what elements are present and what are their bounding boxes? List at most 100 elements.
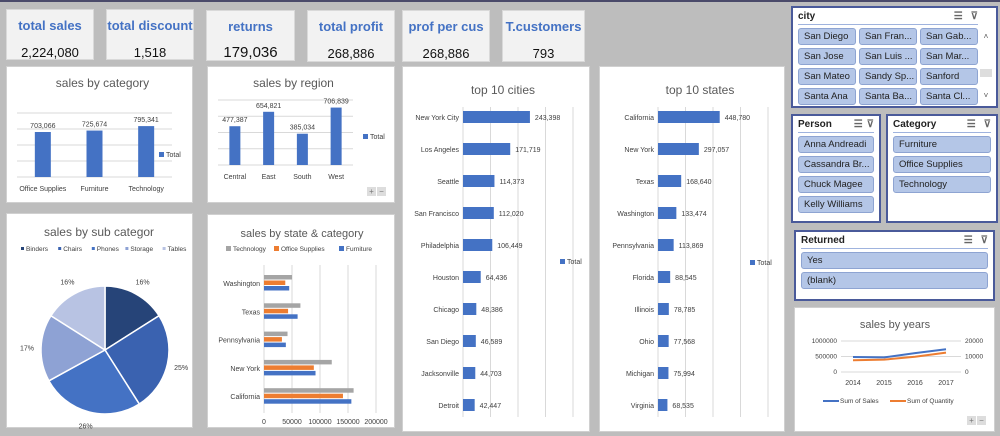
legend-marker (58, 247, 62, 250)
slicer-city: city ☰ ⊽ San Diego San Fran... San Gab... San… (791, 6, 998, 108)
zoom-buttons[interactable]: + − (367, 187, 386, 196)
clear-filter-icon[interactable]: ⊽ (970, 11, 978, 22)
axis-tick-label: San Diego (426, 339, 459, 346)
slicer-item[interactable]: San Mateo (798, 68, 856, 85)
chart-sales-by-state-category[interactable]: sales by state & category Technology Offic… (207, 214, 395, 428)
slicer-item[interactable]: San Jose (798, 48, 856, 65)
kpi-title: total discount (107, 18, 193, 33)
series-line (852, 348, 947, 359)
legend-marker (560, 259, 565, 264)
slicer-item[interactable]: Sanford (920, 68, 978, 85)
slicer-title: Category (893, 119, 937, 130)
slicer-item[interactable]: Office Supplies (893, 156, 991, 173)
axis-tick-label: Michigan (626, 371, 654, 378)
multi-select-icon[interactable]: ☰ (953, 11, 963, 22)
slicer-category: Category ☰ ⊽ Furniture Office Supplies Techn… (886, 114, 998, 223)
axis-tick-label: Central (224, 174, 247, 181)
slicer-item[interactable]: San Fran... (859, 28, 917, 45)
bar (264, 365, 314, 370)
chart-title: sales by region (253, 76, 334, 90)
axis-tick-label: 200000 (364, 419, 387, 426)
bar (463, 335, 476, 347)
slicer-item[interactable]: San Diego (798, 28, 856, 45)
chart-sales-by-years[interactable]: sales by years 1000000 20000 500000 10000 0 0 2… (794, 307, 995, 432)
multi-select-icon[interactable]: ☰ (966, 119, 976, 130)
data-label: 113,869 (679, 243, 704, 250)
slicer-item[interactable]: Anna Andreadi (798, 136, 874, 153)
axis-tick-label: West (328, 174, 344, 181)
clear-filter-icon[interactable]: ⊽ (866, 119, 874, 130)
slicer-item[interactable]: Kelly Williams (798, 196, 874, 213)
legend-label: Phones (97, 246, 120, 253)
slicer-item[interactable]: San Mar... (920, 48, 978, 65)
scrollbar[interactable]: ˄ ˅ (980, 32, 992, 104)
kpi-profit-per-customer: prof per cus 268,886 (402, 10, 490, 62)
chart-title: top 10 cities (471, 83, 535, 97)
data-label: 725,674 (82, 122, 107, 129)
slicer-item[interactable]: Santa Ana (798, 88, 856, 105)
slicer-title: Person (798, 119, 832, 130)
slicer-item[interactable]: Santa Ba... (859, 88, 917, 105)
kpi-title: prof per cus (408, 19, 484, 34)
axis-tick-label: 2017 (938, 380, 954, 387)
bar (463, 111, 530, 123)
slicer-item[interactable]: Cassandra Br... (798, 156, 874, 173)
kpi-value: 1,518 (133, 45, 167, 60)
data-label: 25% (174, 365, 188, 372)
chart-sales-by-region[interactable]: sales by region 477,387 Central 654,821 East… (207, 66, 395, 203)
data-label: 78,785 (674, 307, 696, 314)
axis-tick-label: Los Angeles (421, 147, 460, 154)
chart-sales-by-category[interactable]: sales by category 703,066 Office Supplies 7… (6, 66, 193, 203)
kpi-title: T.customers (505, 19, 582, 34)
kpi-value: 268,886 (327, 46, 375, 61)
slicer-item[interactable]: San Gab... (920, 28, 978, 45)
data-label: 654,821 (256, 103, 281, 110)
bar (264, 399, 352, 404)
axis-tick-label: 2016 (907, 380, 923, 387)
axis-tick-label: Washington (617, 211, 654, 218)
bar (463, 175, 495, 187)
legend-marker (159, 152, 164, 157)
chart-top-10-cities[interactable]: top 10 cities 243,398 New York City 171,719… (402, 66, 590, 432)
bar (658, 207, 677, 219)
kpi-value: 793 (532, 46, 555, 61)
axis-tick-label: Technology (128, 186, 164, 193)
chart-sales-by-sub-category[interactable]: sales by sub categor Binders Chairs Phones S… (6, 213, 193, 429)
zoom-buttons[interactable]: + − (967, 416, 986, 425)
axis-tick-label: New York (624, 147, 654, 154)
bar (264, 314, 298, 319)
data-label: 168,640 (686, 179, 711, 186)
slicer-item[interactable]: Santa Cl... (920, 88, 978, 105)
clear-filter-icon[interactable]: ⊽ (983, 119, 991, 130)
slicer-item[interactable]: Chuck Magee (798, 176, 874, 193)
slicer-item[interactable]: San Luis ... (859, 48, 917, 65)
legend-label: Technology (233, 246, 267, 253)
bar (463, 207, 494, 219)
kpi-value: 2,224,080 (21, 45, 79, 60)
axis-tick-label: Jacksonville (421, 371, 459, 378)
bar (463, 271, 481, 283)
bar (264, 337, 282, 342)
axis-tick-label: 0 (833, 369, 837, 376)
bar (658, 303, 669, 315)
chart-title: sales by years (860, 319, 931, 331)
slicer-item[interactable]: (blank) (801, 272, 988, 289)
multi-select-icon[interactable]: ☰ (853, 119, 863, 130)
data-label: 112,020 (499, 211, 524, 218)
data-label: 703,066 (30, 123, 55, 130)
chart-top-10-states[interactable]: top 10 states 448,780 California 297,057 New… (599, 66, 785, 432)
slicer-item[interactable]: Technology (893, 176, 991, 193)
data-label: 44,703 (480, 371, 502, 378)
data-label: 68,535 (672, 403, 694, 410)
slicer-item[interactable]: Furniture (893, 136, 991, 153)
data-label: 46,589 (481, 339, 503, 346)
legend-label: Total (370, 134, 385, 141)
multi-select-icon[interactable]: ☰ (963, 235, 973, 246)
clear-filter-icon[interactable]: ⊽ (980, 235, 988, 246)
slicer-item[interactable]: Yes (801, 252, 988, 269)
slicer-item[interactable]: Sandy Sp... (859, 68, 917, 85)
axis-tick-label: Furniture (80, 186, 108, 193)
slicer-returned: Returned ☰ ⊽ Yes (blank) (794, 230, 995, 301)
legend-marker (21, 247, 24, 250)
axis-tick-label: Pennsylvania (218, 338, 260, 345)
